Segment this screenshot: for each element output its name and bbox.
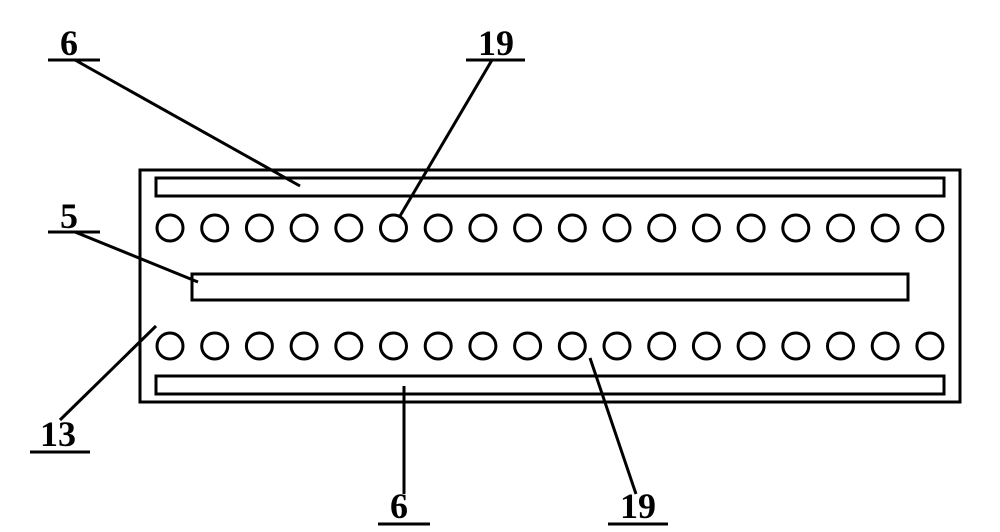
circle-bottom-row bbox=[828, 333, 854, 359]
circle-bottom-row bbox=[872, 333, 898, 359]
circle-top-row bbox=[783, 215, 809, 241]
circle-top-row bbox=[470, 215, 496, 241]
circle-bottom-row bbox=[336, 333, 362, 359]
callout-label: 19 bbox=[478, 23, 514, 63]
outer-rect bbox=[140, 170, 960, 402]
leader-line bbox=[590, 358, 636, 494]
circle-top-row bbox=[649, 215, 675, 241]
callout-label: 19 bbox=[620, 486, 656, 526]
leader-line bbox=[75, 232, 198, 282]
circle-bottom-row bbox=[649, 333, 675, 359]
circle-top-row bbox=[425, 215, 451, 241]
circle-top-row bbox=[202, 215, 228, 241]
circle-top-row bbox=[693, 215, 719, 241]
callout-label: 6 bbox=[60, 23, 78, 63]
circle-bottom-row bbox=[157, 333, 183, 359]
leader-line bbox=[75, 60, 300, 186]
circle-bottom-row bbox=[202, 333, 228, 359]
leader-line bbox=[400, 60, 492, 216]
circle-top-row bbox=[381, 215, 407, 241]
circle-top-row bbox=[828, 215, 854, 241]
circle-bottom-row bbox=[559, 333, 585, 359]
diagram-svg: 6 19 5 13 6 19 bbox=[0, 0, 1000, 532]
circle-top-row bbox=[917, 215, 943, 241]
callout-label: 5 bbox=[60, 196, 78, 236]
circle-top-row bbox=[559, 215, 585, 241]
circle-bottom-row bbox=[515, 333, 541, 359]
circle-top-row bbox=[515, 215, 541, 241]
inner-slab-bottom bbox=[156, 376, 944, 394]
circle-bottom-row bbox=[291, 333, 317, 359]
circle-top-row bbox=[738, 215, 764, 241]
callout-label: 13 bbox=[40, 414, 76, 454]
circle-bottom-row bbox=[917, 333, 943, 359]
circle-bottom-row bbox=[470, 333, 496, 359]
circle-top-row bbox=[246, 215, 272, 241]
circle-top-row bbox=[157, 215, 183, 241]
center-bar bbox=[192, 274, 908, 300]
callout-label: 6 bbox=[390, 486, 408, 526]
circle-bottom-row bbox=[693, 333, 719, 359]
inner-slab-top bbox=[156, 178, 944, 196]
circle-top-row bbox=[872, 215, 898, 241]
circle-bottom-row bbox=[246, 333, 272, 359]
circle-bottom-row bbox=[381, 333, 407, 359]
circle-bottom-row bbox=[604, 333, 630, 359]
circle-bottom-row bbox=[783, 333, 809, 359]
leader-line bbox=[60, 326, 156, 420]
circle-bottom-row bbox=[425, 333, 451, 359]
circle-top-row bbox=[336, 215, 362, 241]
circle-top-row bbox=[604, 215, 630, 241]
circle-bottom-row bbox=[738, 333, 764, 359]
circle-top-row bbox=[291, 215, 317, 241]
